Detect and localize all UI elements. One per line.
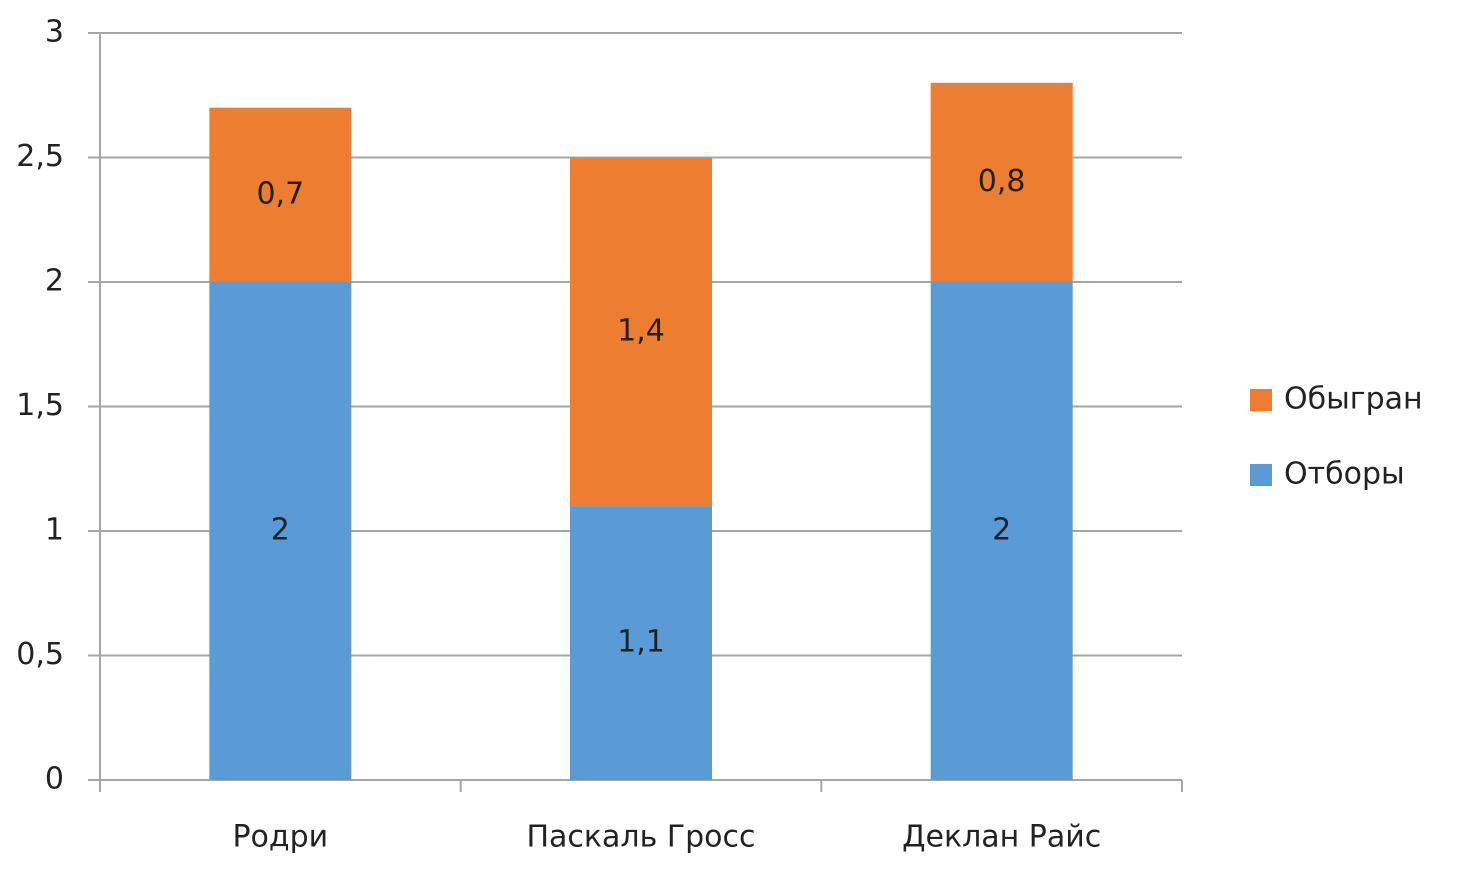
bar-segment [209, 282, 352, 780]
data-label: 2 [992, 513, 1011, 548]
bar-segment [930, 82, 1073, 282]
legend-swatch [1250, 464, 1272, 486]
y-tick-label: 1 [45, 513, 64, 548]
bar-segment [570, 506, 712, 780]
data-label: 1,4 [617, 313, 665, 348]
legend-label: Обыгран [1284, 382, 1423, 417]
y-tick-label: 3 [45, 15, 64, 50]
bar-segment [930, 282, 1073, 780]
data-label: 2 [271, 513, 290, 548]
x-tick-label: Деклан Райс [902, 820, 1101, 855]
x-tick-label: Родри [232, 820, 328, 855]
y-tick-label: 2,5 [16, 139, 64, 174]
legend-swatch [1250, 389, 1272, 411]
bar-segment [209, 107, 352, 282]
y-tick-label: 1,5 [16, 388, 64, 423]
data-label: 0,7 [256, 176, 304, 211]
y-tick-label: 0 [45, 762, 64, 797]
x-tick-label: Паскаль Гросс [526, 820, 755, 855]
y-tick-label: 0,5 [16, 637, 64, 672]
bar-segment [570, 157, 712, 507]
legend-label: Отборы [1284, 457, 1405, 492]
data-label: 1,1 [617, 625, 665, 660]
data-label: 0,8 [978, 164, 1026, 199]
y-tick-label: 2 [45, 264, 64, 299]
